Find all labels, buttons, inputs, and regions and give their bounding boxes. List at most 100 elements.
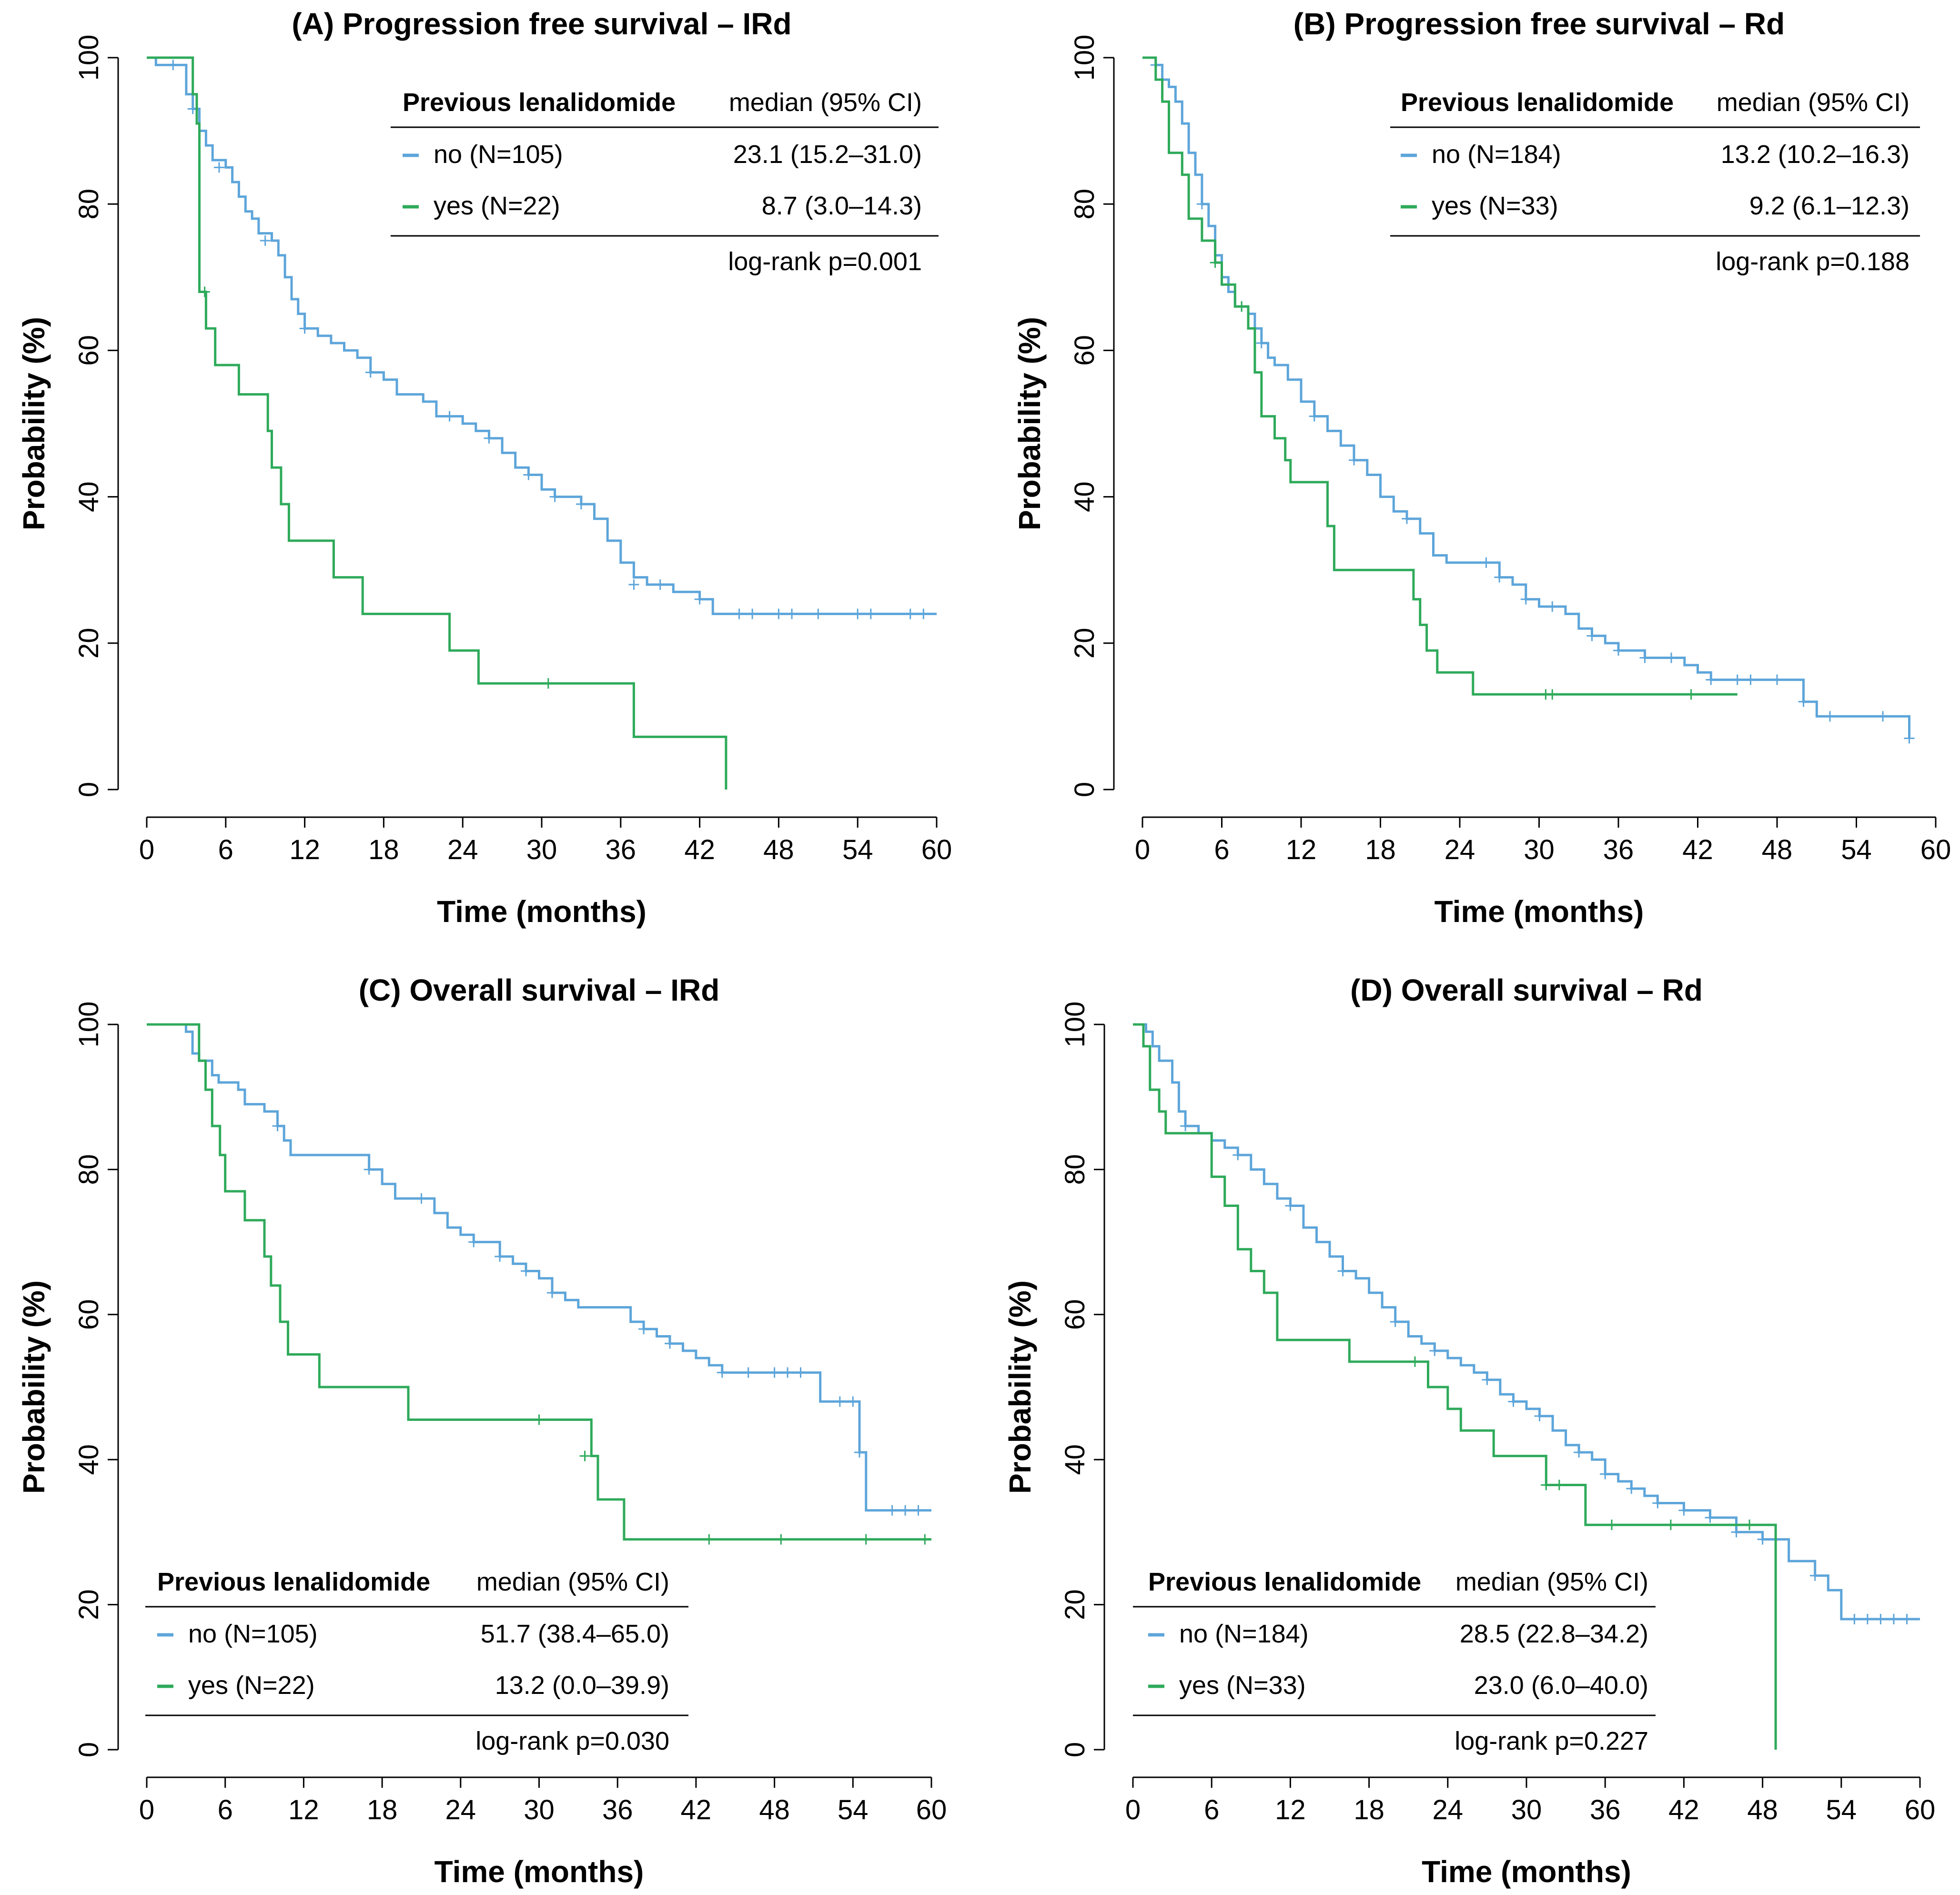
censor-mark-no <box>1481 557 1492 568</box>
censor-mark-no <box>299 323 310 334</box>
censor-mark-no <box>1652 1498 1663 1509</box>
censor-mark-no <box>773 608 784 619</box>
chart-panel-1: (A) Progression free survival – IRd 0 6 12 1… <box>17 7 952 929</box>
legend-header-group: Previous lenalidomide <box>157 1568 430 1596</box>
legend-header-median: median (95% CI) <box>1455 1568 1648 1596</box>
censor-mark-no <box>260 235 271 246</box>
censor-mark-no <box>1666 652 1677 663</box>
x-tick-label: 0 <box>139 834 154 865</box>
y-tick-label: 60 <box>73 335 104 366</box>
y-tick-label: 80 <box>73 189 104 220</box>
censor-mark-no <box>549 491 560 502</box>
x-tick-label: 18 <box>368 834 399 865</box>
km-curve-yes <box>147 56 727 790</box>
y-tick-label: 40 <box>1069 481 1100 512</box>
x-tick-label: 60 <box>921 834 952 865</box>
censor-mark-no <box>1745 674 1756 685</box>
censor-mark-no <box>1285 1200 1296 1211</box>
x-tick-label: 6 <box>1204 1794 1219 1825</box>
censor-mark-no <box>694 594 705 605</box>
censor-mark-no <box>813 608 824 619</box>
y-tick-label: 80 <box>1069 189 1100 220</box>
censor-mark-no <box>1494 572 1505 583</box>
chart-title: (C) Overall survival – IRd <box>359 973 720 1007</box>
censor-mark-no <box>638 1324 649 1335</box>
censor-mark-no <box>1196 199 1207 210</box>
logrank-pvalue: log-rank p=0.227 <box>1455 1727 1648 1755</box>
x-tick-label: 36 <box>1590 1794 1621 1825</box>
legend-row-median: 8.7 (3.0–14.3) <box>762 192 922 220</box>
censor-mark-no <box>1613 645 1624 656</box>
x-tick-label: 30 <box>1524 834 1555 865</box>
censor-mark-no <box>1256 338 1267 349</box>
x-tick-label: 54 <box>1841 834 1872 865</box>
censor-mark-yes <box>776 1534 787 1545</box>
x-tick-label: 0 <box>1125 1794 1141 1825</box>
censor-mark-no <box>484 433 495 444</box>
legend-row-median: 13.2 (0.0–39.9) <box>495 1671 669 1700</box>
censor-mark-yes <box>704 1534 715 1545</box>
legend-row-median: 28.5 (22.8–34.2) <box>1460 1620 1648 1648</box>
censor-mark-no <box>1390 1317 1401 1328</box>
censor-mark-yes <box>860 1534 871 1545</box>
censor-mark-no <box>272 1121 283 1132</box>
censor-mark-yes <box>579 1450 590 1461</box>
legend-table: Previous lenalidomide median (95% CI) no (… <box>1133 1568 1656 1755</box>
y-axis-label: Probability (%) <box>1012 317 1047 530</box>
censor-mark-no <box>364 1164 374 1175</box>
legend-row-median: 23.0 (6.0–40.0) <box>1474 1671 1648 1700</box>
y-tick-label: 60 <box>73 1299 104 1330</box>
censor-mark-no <box>865 608 876 619</box>
x-tick-label: 30 <box>524 1794 555 1825</box>
legend-row-median: 9.2 (6.1–12.3) <box>1749 192 1909 220</box>
censor-mark-no <box>444 411 455 422</box>
censor-mark-no <box>905 608 916 619</box>
censor-mark-yes <box>1409 1356 1420 1367</box>
censor-mark-yes <box>1236 301 1247 312</box>
x-tick-label: 0 <box>1135 834 1150 865</box>
censor-mark-yes <box>1554 1480 1565 1490</box>
x-tick-label: 12 <box>288 1794 319 1825</box>
x-tick-label: 30 <box>1511 1794 1542 1825</box>
x-axis-label: Time (months) <box>1435 894 1644 929</box>
x-tick-label: 36 <box>1603 834 1634 865</box>
legend-table: Previous lenalidomide median (95% CI) no (… <box>391 88 939 276</box>
x-tick-label: 18 <box>1354 1794 1384 1825</box>
censor-mark-no <box>900 1505 911 1516</box>
x-tick-label: 48 <box>763 834 794 865</box>
x-tick-label: 60 <box>1920 834 1951 865</box>
chart-title: (D) Overall survival – Rd <box>1350 973 1703 1007</box>
legend-row-median: 51.7 (38.4–65.0) <box>481 1620 669 1648</box>
censor-mark-no <box>1547 601 1558 612</box>
x-tick-label: 18 <box>1365 834 1396 865</box>
censor-mark-no <box>1706 674 1717 685</box>
censor-mark-no <box>1809 1570 1820 1581</box>
x-tick-label: 54 <box>842 834 873 865</box>
censor-mark-no <box>655 579 666 590</box>
x-tick-label: 6 <box>1214 834 1229 865</box>
censor-mark-yes <box>1744 1520 1755 1530</box>
km-curve-no <box>147 1023 931 1512</box>
x-tick-label: 6 <box>218 834 233 865</box>
censor-mark-yes <box>199 286 210 297</box>
x-axis-label: Time (months) <box>434 1854 644 1889</box>
x-tick-label: 30 <box>526 834 557 865</box>
legend-header-median: median (95% CI) <box>476 1568 669 1596</box>
censor-mark-no <box>1798 696 1809 707</box>
y-tick-label: 100 <box>1060 1002 1091 1048</box>
y-tick-label: 0 <box>73 782 104 797</box>
censor-mark-no <box>1309 411 1320 422</box>
x-tick-label: 12 <box>1275 1794 1306 1825</box>
censor-mark-no <box>576 498 586 509</box>
chart-panel-4: (D) Overall survival – Rd 0 6 12 18 24 30 36 42 4… <box>1003 973 1935 1889</box>
chart-title: (A) Progression free survival – IRd <box>292 7 791 41</box>
censor-mark-no <box>1534 1410 1545 1421</box>
x-tick-label: 60 <box>916 1794 947 1825</box>
legend-header-group: Previous lenalidomide <box>1148 1568 1421 1596</box>
x-tick-label: 42 <box>1668 1794 1699 1825</box>
censor-mark-no <box>1233 1149 1243 1160</box>
x-tick-label: 42 <box>681 1794 712 1825</box>
y-tick-label: 20 <box>73 628 104 659</box>
legend-header-group: Previous lenalidomide <box>403 88 676 117</box>
km-curve-yes <box>147 1023 931 1541</box>
